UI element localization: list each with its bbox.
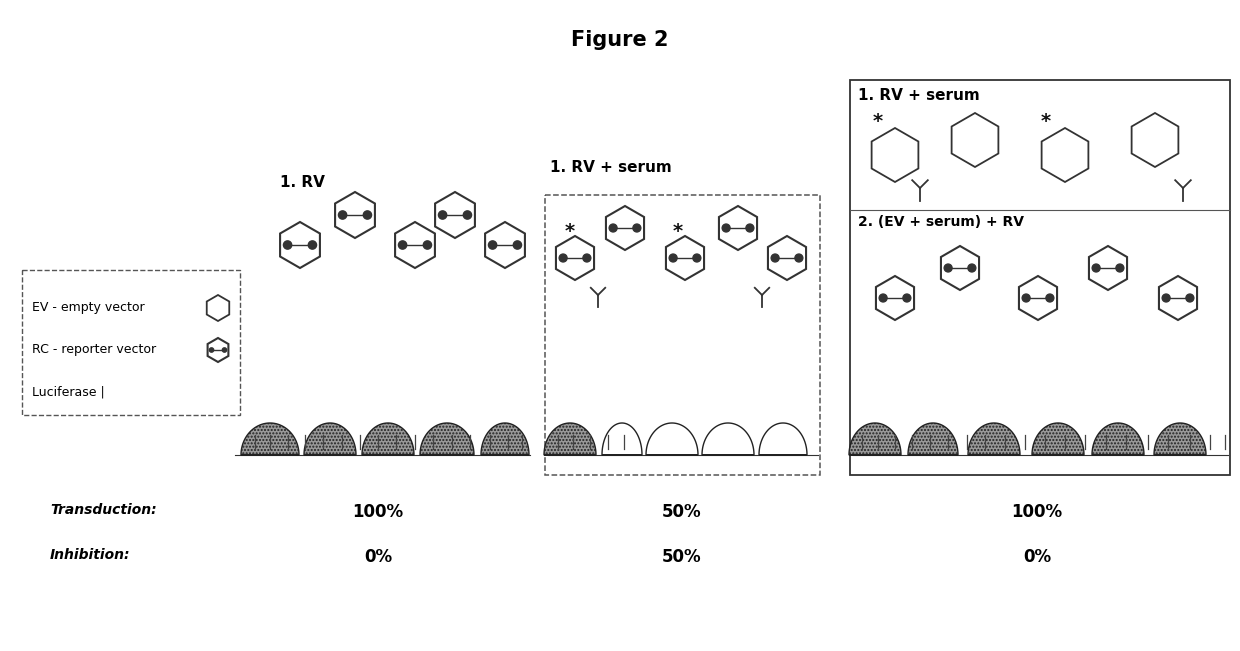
Circle shape: [1116, 264, 1123, 272]
Polygon shape: [485, 222, 525, 268]
Circle shape: [771, 254, 779, 262]
Polygon shape: [872, 128, 919, 182]
Text: *: *: [565, 223, 575, 242]
Circle shape: [284, 241, 291, 249]
Polygon shape: [941, 246, 980, 290]
Polygon shape: [1132, 113, 1178, 167]
Polygon shape: [1032, 423, 1084, 455]
Polygon shape: [606, 206, 644, 250]
Text: 0%: 0%: [1023, 548, 1052, 566]
Polygon shape: [908, 423, 959, 455]
Circle shape: [632, 224, 641, 232]
Polygon shape: [556, 236, 594, 280]
Circle shape: [1185, 294, 1194, 302]
Polygon shape: [362, 423, 414, 455]
Polygon shape: [544, 423, 596, 455]
Circle shape: [583, 254, 590, 262]
Circle shape: [363, 211, 372, 219]
Polygon shape: [335, 192, 374, 238]
Text: 1. RV + serum: 1. RV + serum: [858, 88, 980, 103]
Text: Transduction:: Transduction:: [50, 503, 156, 517]
Text: *: *: [673, 223, 683, 242]
Polygon shape: [304, 423, 356, 455]
Polygon shape: [435, 192, 475, 238]
Polygon shape: [601, 423, 642, 455]
Circle shape: [1162, 294, 1171, 302]
Polygon shape: [1042, 128, 1089, 182]
Circle shape: [944, 264, 952, 272]
Text: RC - reporter vector: RC - reporter vector: [32, 344, 156, 357]
Polygon shape: [849, 423, 901, 455]
Polygon shape: [1019, 276, 1056, 320]
Circle shape: [1045, 294, 1054, 302]
Polygon shape: [481, 423, 529, 455]
Text: 100%: 100%: [1012, 503, 1063, 521]
Circle shape: [309, 241, 316, 249]
Polygon shape: [280, 222, 320, 268]
Text: 50%: 50%: [662, 548, 702, 566]
Polygon shape: [420, 423, 474, 455]
Text: 1. RV + serum: 1. RV + serum: [551, 160, 672, 175]
Circle shape: [879, 294, 887, 302]
Polygon shape: [951, 113, 998, 167]
Circle shape: [903, 294, 911, 302]
Circle shape: [398, 241, 407, 249]
Circle shape: [513, 241, 522, 249]
Polygon shape: [719, 206, 758, 250]
Circle shape: [1092, 264, 1100, 272]
Circle shape: [339, 211, 347, 219]
Circle shape: [746, 224, 754, 232]
Circle shape: [559, 254, 567, 262]
Circle shape: [722, 224, 730, 232]
Polygon shape: [1092, 423, 1145, 455]
Text: Luciferase |: Luciferase |: [32, 385, 104, 398]
Circle shape: [693, 254, 701, 262]
Text: *: *: [873, 113, 883, 132]
Polygon shape: [1154, 423, 1207, 455]
Polygon shape: [702, 423, 754, 455]
Polygon shape: [207, 295, 229, 321]
Circle shape: [210, 348, 213, 352]
Polygon shape: [875, 276, 914, 320]
Polygon shape: [768, 236, 806, 280]
Polygon shape: [968, 423, 1021, 455]
Polygon shape: [396, 222, 435, 268]
Text: 100%: 100%: [352, 503, 403, 521]
Circle shape: [1022, 294, 1030, 302]
Polygon shape: [207, 338, 228, 362]
Polygon shape: [1089, 246, 1127, 290]
Text: Figure 2: Figure 2: [572, 30, 668, 50]
Polygon shape: [759, 423, 807, 455]
Text: 50%: 50%: [662, 503, 702, 521]
Circle shape: [423, 241, 432, 249]
Text: 0%: 0%: [363, 548, 392, 566]
Polygon shape: [241, 423, 299, 455]
Circle shape: [670, 254, 677, 262]
Circle shape: [968, 264, 976, 272]
Circle shape: [609, 224, 618, 232]
Text: *: *: [1040, 113, 1052, 132]
Text: 1. RV: 1. RV: [280, 175, 325, 190]
Polygon shape: [646, 423, 698, 455]
Polygon shape: [1159, 276, 1197, 320]
Circle shape: [489, 241, 497, 249]
Circle shape: [222, 348, 227, 352]
Text: 2. (EV + serum) + RV: 2. (EV + serum) + RV: [858, 215, 1024, 229]
Circle shape: [439, 211, 446, 219]
Text: EV - empty vector: EV - empty vector: [32, 301, 145, 314]
Polygon shape: [666, 236, 704, 280]
Circle shape: [795, 254, 802, 262]
Text: Inhibition:: Inhibition:: [50, 548, 130, 562]
Circle shape: [464, 211, 471, 219]
